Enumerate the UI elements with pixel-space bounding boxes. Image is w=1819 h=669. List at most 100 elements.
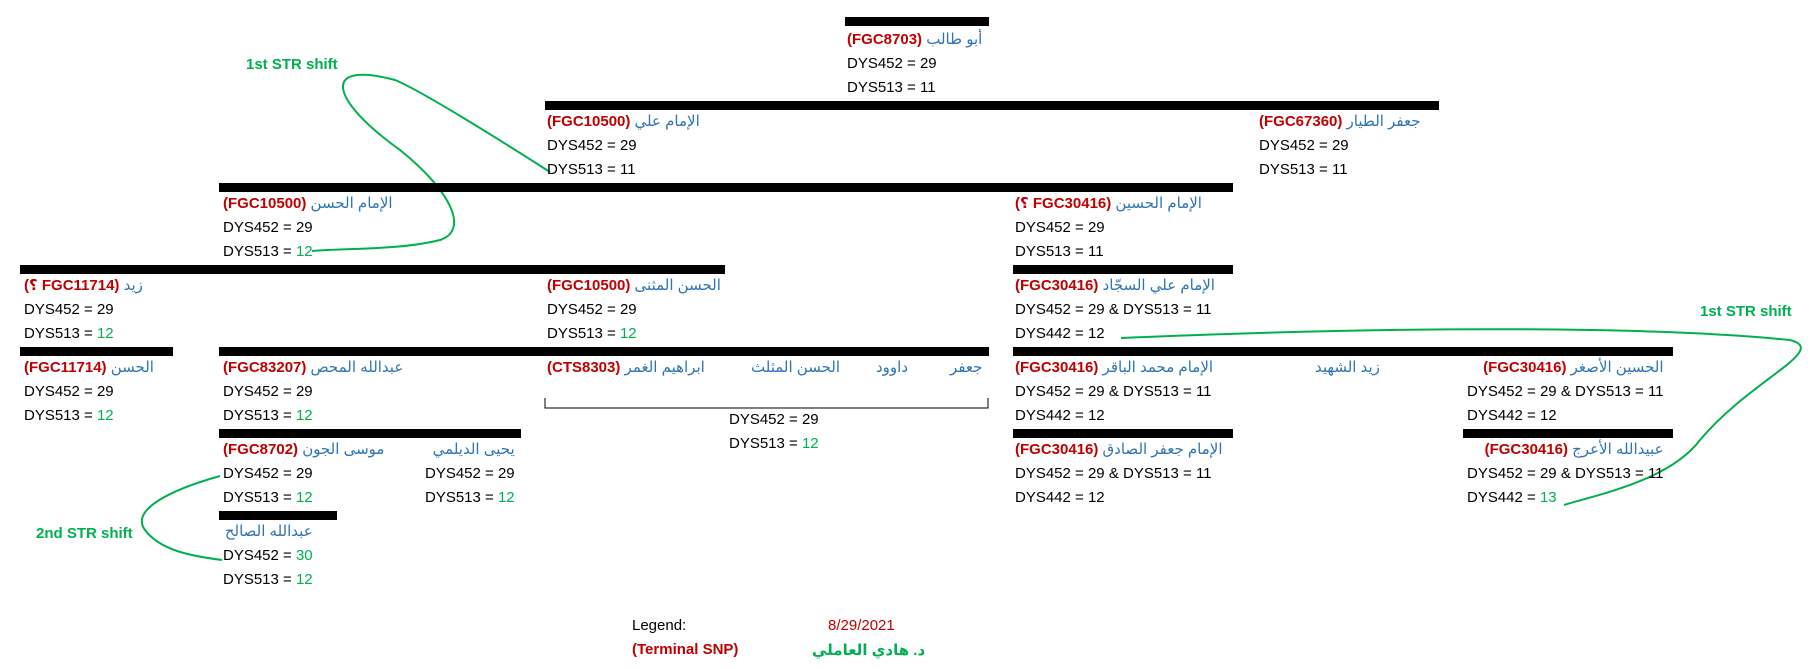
legend-author: د. هادي العاملي <box>812 642 926 659</box>
shift-curve-hasan <box>311 73 551 252</box>
str-line: DYS452 = 29 & DYS513 = 11 <box>1015 465 1212 482</box>
str-shift-label-1-right: 1st STR shift <box>1700 303 1792 320</box>
person-name: داوود <box>876 359 909 376</box>
str-line: DYS452 = 29 <box>24 383 114 400</box>
str-line: DYS452 = 29 <box>223 465 313 482</box>
str-label: DYS513 = <box>547 325 620 342</box>
str-shift-value: 12 <box>619 325 637 342</box>
str-label: DYS513 = <box>729 435 802 452</box>
bar-hasan-children <box>20 265 725 274</box>
str-line: DYS452 = 29 <box>847 55 937 72</box>
str-line: DYS452 = 29 & DYS513 = 11 <box>1467 383 1664 400</box>
person-name: زيد <box>123 277 143 294</box>
node-yahya-daylami: يحيى الديلمي DYS452 = 29 DYS513 = 12 <box>425 438 515 510</box>
uncertain-mark: ؟ <box>29 277 38 294</box>
node-imam-ali: الإمام علي (FGC10500) DYS452 = 29 DYS513… <box>547 110 700 182</box>
str-line: DYS513 = 11 <box>547 161 636 178</box>
node-jafar: جعفر <box>950 356 982 380</box>
str-line: DYS452 = 29 & DYS513 = 11 <box>1015 301 1212 318</box>
terminal-snp: FGC11714 <box>29 359 102 376</box>
terminal-snp: FGC30416 <box>1489 441 1563 458</box>
shift-curve-ubaydullah <box>1120 328 1802 506</box>
node-zayd: زيد (FGC11714 ؟) DYS452 = 29 DYS513 = 12 <box>24 277 143 342</box>
terminal-snp: FGC30416 <box>1032 195 1107 212</box>
person-name: الحسين الأصغر <box>1570 359 1664 376</box>
str-line: DYS452 = 29 <box>425 465 515 482</box>
str-shift-value: 30 <box>295 547 313 564</box>
str-line: DYS442 = 12 <box>1467 407 1557 424</box>
str-label: DYS513 = <box>223 571 296 588</box>
bar-ali-children <box>219 183 1233 192</box>
str-label: DYS442 = <box>1467 489 1540 506</box>
str-line: DYS442 = 12 <box>1015 325 1105 342</box>
node-abdullah-salih: عبدالله الصالح DYS452 = 30 DYS513 = 12 <box>223 520 313 592</box>
bar-baqir <box>1013 429 1233 438</box>
str-line: DYS513 = 11 <box>1259 161 1348 178</box>
str-shift-value: 12 <box>295 571 313 588</box>
node-imam-sajjad: الإمام علي السجّاد (FGC30416) DYS452 = 2… <box>1015 274 1215 346</box>
node-abdullah-mahd: عبدالله المحص (FGC83207) DYS452 = 29 DYS… <box>223 359 404 424</box>
str-label: DYS513 = <box>223 243 296 260</box>
node-imam-sadiq: الإمام جعفر الصادق (FGC30416) DYS452 = 2… <box>1015 438 1223 510</box>
node-dawud: داوود <box>876 356 908 380</box>
terminal-snp: CTS8303 <box>552 359 616 376</box>
shift-curve-abdullah-salih <box>140 475 223 561</box>
str-label: DYS513 = <box>223 407 296 424</box>
str-line: DYS452 = 29 <box>547 301 637 318</box>
str-shift-value: 12 <box>295 489 313 506</box>
str-line: DYS452 = 29 & DYS513 = 11 <box>1015 383 1212 400</box>
bar-musa-jawn <box>219 511 337 520</box>
node-husayn-asghar: الحسين الأصغر (FGC30416) DYS452 = 29 & D… <box>1467 356 1664 428</box>
legend-date: 8/29/2021 <box>828 617 895 634</box>
node-imam-hasan: الإمام الحسن (FGC10500) DYS452 = 29 DYS5… <box>223 195 393 260</box>
person-name: جعفر <box>950 359 983 376</box>
node-zayd-shahid: زيد الشهيد <box>1315 356 1380 380</box>
person-name: عبيدالله الأعرج <box>1572 441 1664 458</box>
str-shift-value: 12 <box>96 325 114 342</box>
person-name: زيد الشهيد <box>1315 359 1380 376</box>
str-line: DYS442 = 12 <box>1015 407 1105 424</box>
person-name: يحيى الديلمي <box>432 441 515 458</box>
str-line: DYS452 = 29 <box>24 301 114 318</box>
bar-husayn-asghar <box>1463 429 1673 438</box>
str-shift-value: 12 <box>497 489 515 506</box>
str-label: DYS513 = <box>425 489 498 506</box>
terminal-snp: FGC8702 <box>228 441 294 458</box>
person-name: الإمام الحسن <box>310 195 393 212</box>
str-label: DYS513 = <box>223 489 296 506</box>
terminal-snp: FGC10500 <box>552 113 626 130</box>
person-name: ابراهيم الغمر <box>624 359 705 376</box>
str-shift-value: 12 <box>96 407 114 424</box>
str-shift-label-1: 1st STR shift <box>246 56 338 73</box>
legend-terminal-snp: (Terminal SNP) <box>632 641 739 658</box>
person-name: عبدالله الصالح <box>224 523 313 540</box>
terminal-snp: FGC30416 <box>1020 277 1094 294</box>
str-line: DYS452 = 29 <box>547 137 637 154</box>
person-name: الإمام جعفر الصادق <box>1102 441 1223 458</box>
person-name: الحسن المثلث <box>751 359 841 376</box>
node-jafar-tayyar: جعفر الطيار (FGC67360) DYS452 = 29 DYS51… <box>1259 110 1420 182</box>
terminal-snp: FGC67360 <box>1264 113 1338 130</box>
person-name: الحسن <box>110 359 154 376</box>
terminal-snp: FGC83207 <box>228 359 302 376</box>
str-line: DYS452 = 29 <box>223 219 313 236</box>
str-label: DYS513 = <box>24 325 97 342</box>
str-line: DYS452 = 29 & DYS513 = 11 <box>1467 465 1664 482</box>
person-name: أبو طالب <box>926 31 983 48</box>
node-hasan-muthanna: الحسن المثنى (FGC10500) DYS452 = 29 DYS5… <box>547 277 721 342</box>
terminal-snp: FGC10500 <box>228 195 302 212</box>
bar-husayn <box>1013 265 1233 274</box>
bracket-hasan-muthanna-sons <box>544 398 989 409</box>
str-shift-label-2: 2nd STR shift <box>36 525 133 542</box>
str-line: DYS452 = 29 <box>223 383 313 400</box>
node-hasan-muthallath: الحسن المثلث <box>751 356 840 380</box>
str-label: DYS452 = <box>223 547 296 564</box>
bar-abu-talib <box>845 17 989 26</box>
str-shift-value: 12 <box>801 435 819 452</box>
node-group-values: DYS452 = 29 DYS513 = 12 <box>729 408 819 456</box>
person-name: الإمام الحسين <box>1115 195 1202 212</box>
node-hasan-son-of-zayd: الحسن (FGC11714) DYS452 = 29 DYS513 = 12 <box>24 359 154 424</box>
str-shift-value: 12 <box>295 407 313 424</box>
node-abu-talib: أبو طالب (FGC8703) DYS452 = 29 DYS513 = … <box>847 28 982 100</box>
